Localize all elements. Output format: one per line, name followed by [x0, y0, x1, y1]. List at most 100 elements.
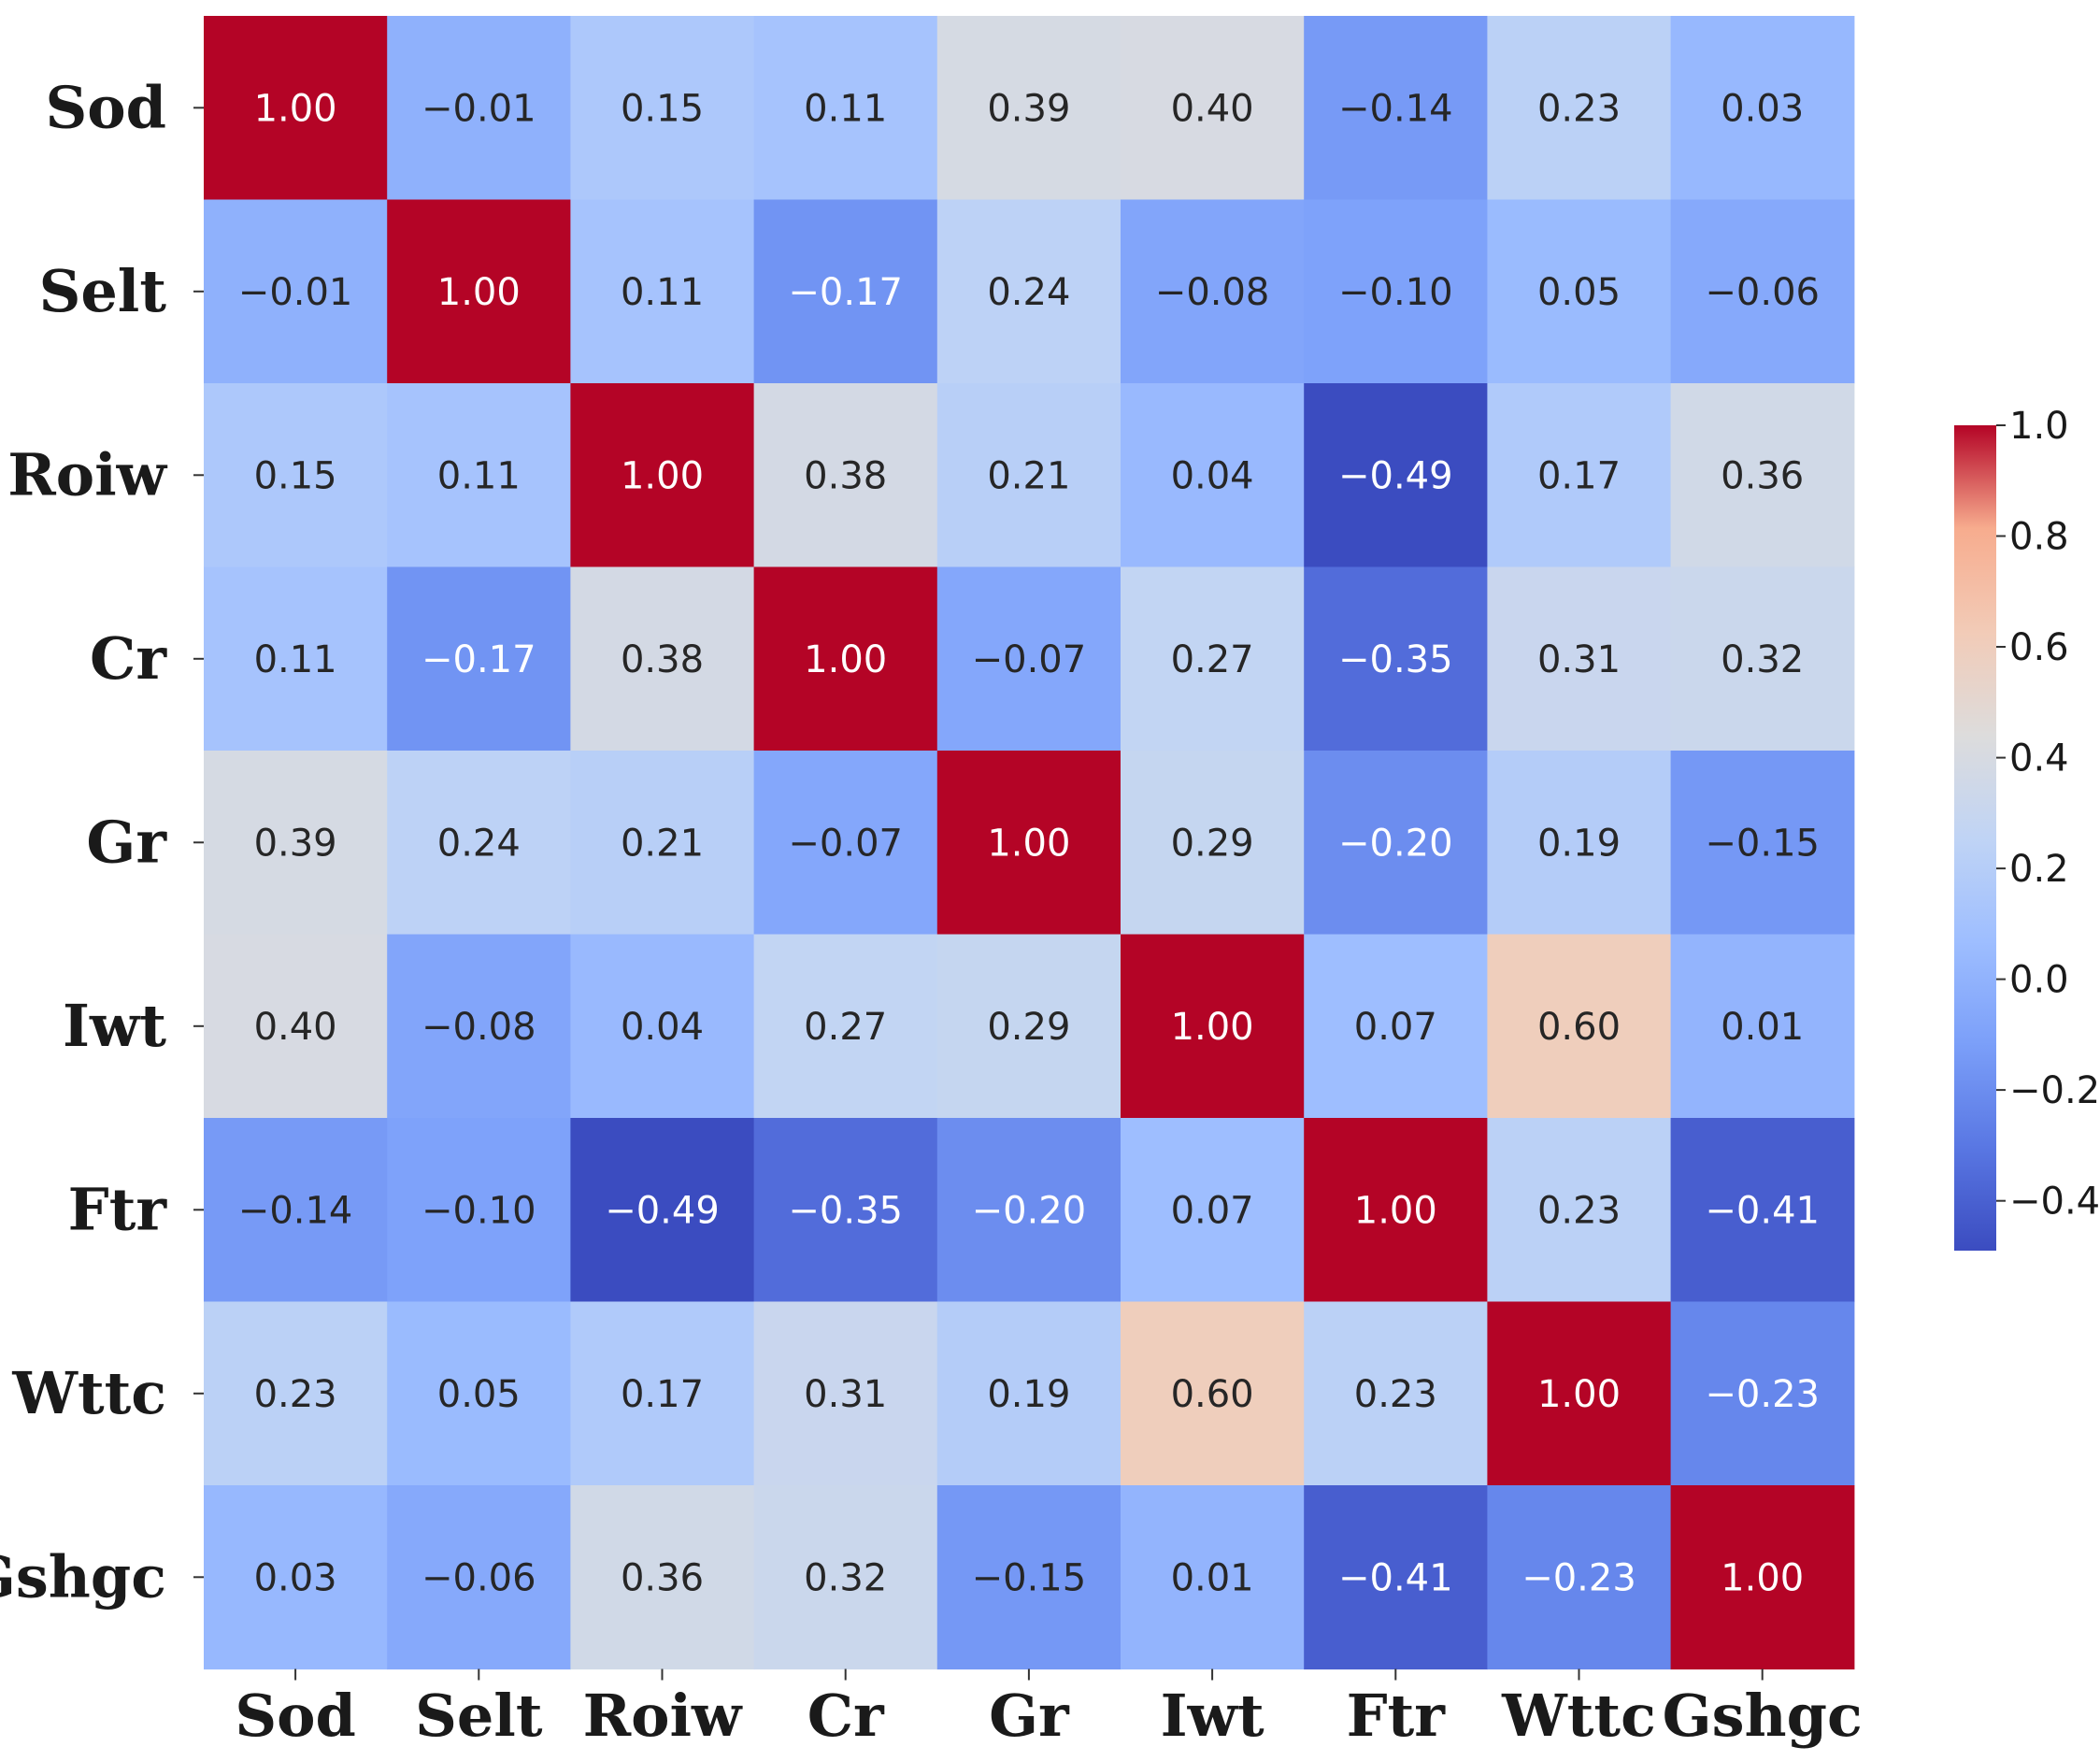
column-label-gr: Gr — [989, 1682, 1070, 1750]
heatmap-cell-selt-sod — [204, 199, 388, 384]
heatmap-cell-cr-gshgc — [1670, 566, 1855, 752]
cell-value-label: 0.19 — [987, 1373, 1070, 1416]
heatmap-cell-gr-selt — [387, 751, 571, 936]
row-label-iwt: Iwt — [63, 992, 166, 1060]
heatmap-cell-iwt-iwt — [1121, 934, 1305, 1119]
cell-value-label: 0.24 — [987, 271, 1070, 314]
cell-value-label: −0.08 — [421, 1006, 536, 1049]
cell-value-label: −0.17 — [788, 271, 903, 314]
heatmap-cell-ftr-ftr — [1304, 1118, 1488, 1303]
colorbar-tick-label: −0.2 — [2009, 1069, 2100, 1112]
heatmap-cell-sod-selt — [387, 16, 571, 201]
cell-value-label: 0.29 — [987, 1006, 1070, 1049]
heatmap-cell-gshgc-ftr — [1304, 1485, 1488, 1670]
heatmap-cell-roiw-iwt — [1121, 383, 1305, 568]
cell-value-label: 0.11 — [621, 271, 704, 314]
heatmap-cell-roiw-selt — [387, 383, 571, 568]
cell-value-label: −0.20 — [972, 1189, 1087, 1232]
cell-value-label: 0.60 — [1171, 1373, 1254, 1416]
colorbar-tick-label: 0.4 — [2009, 737, 2069, 780]
cell-value-label: 0.29 — [1171, 822, 1254, 865]
heatmap-cell-wttc-sod — [204, 1301, 388, 1486]
cell-value-label: −0.20 — [1338, 822, 1453, 865]
cell-value-label: −0.01 — [421, 87, 536, 130]
heatmap-cell-sod-iwt — [1121, 16, 1305, 201]
cell-value-label: −0.06 — [1705, 271, 1820, 314]
cell-value-label: 0.04 — [621, 1006, 704, 1049]
axis-ticks — [193, 107, 1764, 1681]
cell-value-label: 0.15 — [621, 87, 704, 130]
heatmap-cell-selt-selt — [387, 199, 571, 384]
heatmap-cell-gr-gshgc — [1670, 751, 1855, 936]
heatmap-cell-sod-sod — [204, 16, 388, 201]
heatmap-cell-gr-gr — [936, 751, 1121, 936]
cell-value-label: −0.35 — [1338, 638, 1453, 681]
heatmap-cell-selt-gshgc — [1670, 199, 1855, 384]
cell-value-label: 0.19 — [1537, 822, 1621, 865]
heatmap-cell-cr-iwt — [1121, 566, 1305, 752]
heatmap-cell-gr-iwt — [1121, 751, 1305, 936]
cell-value-label: −0.15 — [972, 1556, 1087, 1599]
heatmap-cell-sod-gshgc — [1670, 16, 1855, 201]
heatmap-cell-sod-ftr — [1304, 16, 1488, 201]
heatmap-cell-cr-sod — [204, 566, 388, 752]
heatmap-cell-ftr-gshgc — [1670, 1118, 1855, 1303]
cell-value-label: −0.15 — [1705, 822, 1820, 865]
heatmap-cell-gshgc-cr — [753, 1485, 938, 1670]
cell-value-label: 0.23 — [254, 1373, 337, 1416]
heatmap-cell-cr-wttc — [1487, 566, 1672, 752]
column-label-iwt: Iwt — [1161, 1682, 1264, 1750]
colorbar: 1.0 0.8 0.6 0.4 0.2 0.0 −0.2 −0.4 — [1954, 405, 2100, 1251]
heatmap-cell-roiw-gshgc — [1670, 383, 1855, 568]
cell-value-label: 0.07 — [1171, 1189, 1254, 1232]
cell-value-label: 0.32 — [804, 1556, 887, 1599]
row-label-gshgc: Gshgc — [0, 1542, 166, 1611]
column-label-roiw: Roiw — [583, 1682, 743, 1750]
cell-value-label: 0.11 — [437, 454, 521, 497]
heatmap-cell-wttc-gr — [936, 1301, 1121, 1486]
heatmap-cell-gshgc-selt — [387, 1485, 571, 1670]
cell-value-label: 0.17 — [621, 1373, 704, 1416]
heatmap-cell-wttc-selt — [387, 1301, 571, 1486]
heatmap-cell-iwt-sod — [204, 934, 388, 1119]
heatmap-cell-iwt-roiw — [570, 934, 755, 1119]
cell-value-label: 0.36 — [1721, 454, 1804, 497]
cell-value-label: 0.31 — [804, 1373, 887, 1416]
heatmap-cell-cr-cr — [753, 566, 938, 752]
column-label-ftr: Ftr — [1347, 1682, 1447, 1750]
heatmap-cell-selt-wttc — [1487, 199, 1672, 384]
row-label-roiw: Roiw — [7, 440, 167, 508]
cell-value-label: −0.07 — [788, 822, 903, 865]
heatmap-cell-iwt-selt — [387, 934, 571, 1119]
cell-value-label: 1.00 — [254, 87, 337, 130]
heatmap-cell-gshgc-roiw — [570, 1485, 755, 1670]
heatmap-cell-ftr-cr — [753, 1118, 938, 1303]
cell-value-label: −0.14 — [1338, 87, 1453, 130]
cell-value-label: 1.00 — [437, 271, 521, 314]
cell-value-label: 1.00 — [1171, 1006, 1254, 1049]
column-label-sod: Sod — [235, 1682, 355, 1750]
heatmap-cell-cr-selt — [387, 566, 571, 752]
heatmap-cell-selt-iwt — [1121, 199, 1305, 384]
row-label-cr: Cr — [90, 624, 167, 693]
colorbar-tick-label: 0.6 — [2009, 626, 2069, 669]
heatmap-cell-ftr-roiw — [570, 1118, 755, 1303]
colorbar-tick-label: 0.0 — [2009, 959, 2069, 1002]
heatmap-cell-wttc-gshgc — [1670, 1301, 1855, 1486]
column-label-selt: Selt — [415, 1682, 543, 1750]
cell-value-label: 0.21 — [987, 454, 1070, 497]
colorbar-tick-label: 0.2 — [2009, 848, 2069, 891]
heatmap-cell-roiw-cr — [753, 383, 938, 568]
cell-value-label: 0.39 — [254, 822, 337, 865]
heatmap-cell-gshgc-iwt — [1121, 1485, 1305, 1670]
heatmap-cell-roiw-ftr — [1304, 383, 1488, 568]
heatmap-cell-iwt-ftr — [1304, 934, 1488, 1119]
heatmap-cell-iwt-gr — [936, 934, 1121, 1119]
heatmap-cell-gshgc-sod — [204, 1485, 388, 1670]
cell-value-label: 1.00 — [1721, 1556, 1804, 1599]
cell-value-label: 0.05 — [437, 1373, 521, 1416]
colorbar-tick-label: −0.4 — [2009, 1181, 2100, 1224]
cell-value-label: 0.07 — [1354, 1006, 1437, 1049]
cell-value-label: −0.01 — [238, 271, 353, 314]
cell-value-label: 0.32 — [1721, 638, 1804, 681]
